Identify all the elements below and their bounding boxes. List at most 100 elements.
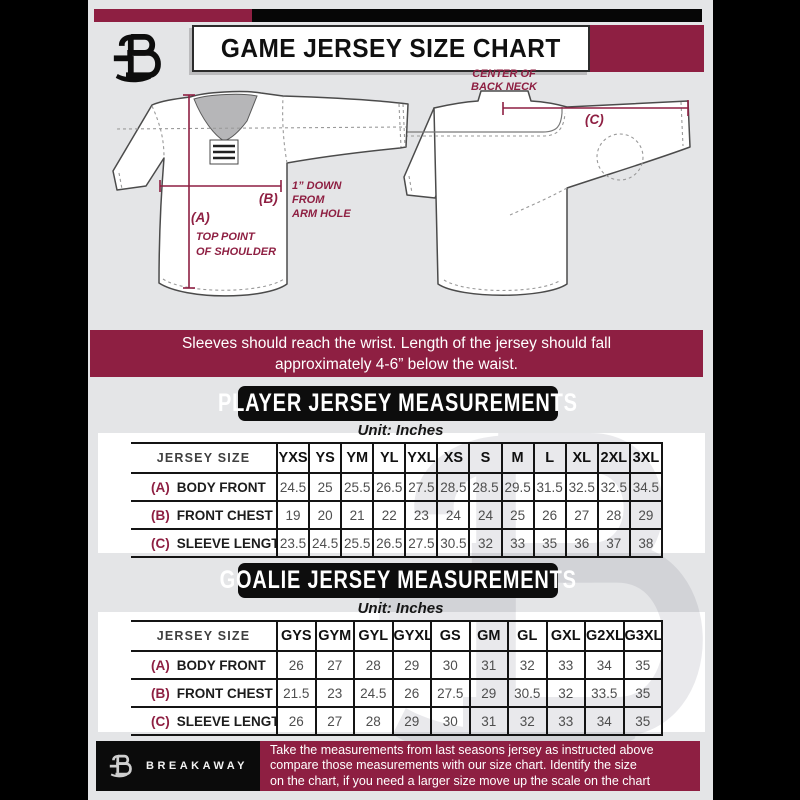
size-column-header: YL <box>372 442 406 474</box>
measurement-line-a <box>183 94 195 289</box>
measurement-value-cell: 31 <box>468 706 508 736</box>
measurement-value-cell: 29.5 <box>500 472 534 502</box>
back-neck-label-line2: BACK NECK <box>471 81 538 93</box>
measurement-value-cell: 24.5 <box>275 472 310 502</box>
measurement-value-cell: 37 <box>596 528 630 558</box>
goalie-unit-label: Unit: Inches <box>357 600 444 617</box>
size-column-header: GYXL <box>391 620 431 652</box>
measurement-value-cell: 26 <box>276 706 316 736</box>
measurement-value-cell: 35 <box>622 650 663 680</box>
measurement-value-cell: 31 <box>468 650 508 680</box>
measurement-value-cell: 23 <box>314 678 354 708</box>
measurement-value-cell: 24.5 <box>308 528 342 558</box>
player-unit-label: Unit: Inches <box>357 422 444 439</box>
measurement-value-cell: 22 <box>372 500 406 530</box>
marker-a-label: (A) <box>191 210 210 225</box>
measurement-value-cell: 23 <box>404 500 438 530</box>
player-section-title: PLAYER JERSEY MEASUREMENTS <box>218 389 578 417</box>
measurement-value-cell: 31.5 <box>532 472 566 502</box>
measurement-value-cell: 26 <box>391 678 431 708</box>
measurement-row: (A) BODY FRONT 24.5 25 25.5 26.5 27.5 28.5 28.5 2… <box>131 472 664 502</box>
footer-instruction-line3: on the chart, if you need a larger size … <box>270 773 651 788</box>
footer-brand-block: BREAKAWAY <box>96 741 260 791</box>
row-marker: (B) <box>151 507 170 523</box>
measurement-row: (C)SLEEVE LENGTH23.524.525.526.527.530.5… <box>131 528 664 558</box>
measurement-value-cell: 29 <box>391 650 431 680</box>
jersey-size-header-cell: JERSEY SIZE <box>131 442 278 474</box>
measurement-value-cell: 33 <box>545 706 585 736</box>
back-neck-label-line1: CENTER OF <box>472 68 536 80</box>
goalie-size-table: JERSEY SIZE GYS GYM GYL GYXL GS GM GL GXL G2XL G3X… <box>131 620 663 736</box>
measurement-value-cell: 21 <box>340 500 374 530</box>
measurement-value-cell: 28.5 <box>468 472 502 502</box>
shoulder-note-line1: TOP POINT <box>196 231 256 243</box>
breakaway-footer-logo-icon <box>108 751 138 781</box>
row-label: (B) FRONT CHEST <box>131 500 278 530</box>
row-label: (A) BODY FRONT <box>131 472 278 502</box>
size-column-header: L <box>532 442 566 474</box>
size-column-header: YS <box>308 442 342 474</box>
measurement-value-cell: 28 <box>353 706 393 736</box>
size-column-header: GYS <box>276 620 316 652</box>
measurement-value-cell: 25.5 <box>340 472 374 502</box>
fit-instruction-line2: approximately 4-6” below the waist. <box>275 355 518 373</box>
size-column-header: G3XL <box>622 620 663 652</box>
marker-c-label: (C) <box>585 112 604 127</box>
size-column-header: YM <box>340 442 374 474</box>
size-column-header: G2XL <box>584 620 624 652</box>
title-maroon-block <box>590 25 704 72</box>
measurement-value-cell: 30.5 <box>507 678 547 708</box>
measurement-value-cell: 26 <box>276 650 316 680</box>
front-jersey-body <box>112 90 409 297</box>
jersey-measurement-diagram: CENTER OF BACK NECK (C) (B) 1” DOWN FROM… <box>112 68 691 297</box>
front-jersey-collar <box>193 93 258 142</box>
row-marker: (A) <box>151 479 170 495</box>
measurement-value-cell: 28 <box>353 650 393 680</box>
player-section-header: PLAYER JERSEY MEASUREMENTS <box>218 386 577 421</box>
armhole-note-line2: FROM <box>292 194 325 206</box>
measurement-value-cell: 28 <box>596 500 630 530</box>
row-label: (B) FRONT CHEST <box>131 678 278 708</box>
measurement-value-cell: 25 <box>308 472 342 502</box>
measurement-value-cell: 34.5 <box>628 472 664 502</box>
measurement-value-cell: 33 <box>500 528 534 558</box>
row-marker: (C) <box>151 535 170 551</box>
measurement-row: (C)SLEEVE LENGTH26272829303132333435 <box>131 706 663 736</box>
measurement-row: (A) BODY FRONT 26 27 28 29 30 31 32 33 34 35 <box>131 650 663 680</box>
row-label: (A) BODY FRONT <box>131 650 278 680</box>
size-column-header: S <box>468 442 502 474</box>
table-header-row: JERSEY SIZE GYS GYM GYL GYXL GS GM GL GXL G2XL G3X… <box>131 620 663 652</box>
armhole-note-line1: 1” DOWN <box>292 180 343 192</box>
back-jersey-drawing <box>403 90 691 296</box>
row-label: (C)SLEEVE LENGTH <box>131 706 278 736</box>
size-column-header: GYL <box>353 620 393 652</box>
top-strip-maroon-segment <box>94 9 252 22</box>
size-column-header: 3XL <box>628 442 664 474</box>
footer-instruction-line1: Take the measurements from last seasons … <box>270 742 654 757</box>
goalie-section-title: GOALIE JERSEY MEASUREMENTS <box>219 566 577 594</box>
armhole-note-line3: ARM HOLE <box>291 208 351 220</box>
page-title: GAME JERSEY SIZE CHART <box>221 33 561 63</box>
row-marker: (A) <box>151 657 170 673</box>
size-column-header: YXL <box>404 442 438 474</box>
measurement-value-cell: 25.5 <box>340 528 374 558</box>
measurement-line-b <box>159 180 282 192</box>
front-jersey-drawing <box>112 90 409 297</box>
measurement-row: (B) FRONT CHEST 21.5 23 24.5 26 27.5 29 30.5 32 33… <box>131 678 663 708</box>
measurement-value-cell: 24 <box>468 500 502 530</box>
measurement-value-cell: 26.5 <box>372 472 406 502</box>
measurement-value-cell: 32.5 <box>564 472 598 502</box>
measurement-value-cell: 34 <box>584 706 624 736</box>
measurement-value-cell: 29 <box>391 706 431 736</box>
size-column-header: YXS <box>275 442 310 474</box>
measurement-value-cell: 23.5 <box>275 528 310 558</box>
table-header-row: JERSEY SIZE YXS YS YM YL YXL XS S M L XL 2XL 3XL <box>131 442 664 474</box>
measurement-value-cell: 33.5 <box>584 678 624 708</box>
fit-instruction-line1: Sleeves should reach the wrist. Length o… <box>181 334 612 352</box>
measurement-value-cell: 29 <box>468 678 508 708</box>
goalie-section-header: GOALIE JERSEY MEASUREMENTS <box>219 563 576 598</box>
measurement-value-cell: 32 <box>468 528 502 558</box>
measurement-line-c <box>502 100 689 116</box>
measurement-value-cell: 26 <box>532 500 566 530</box>
shoulder-note-line2: OF SHOULDER <box>196 246 276 258</box>
